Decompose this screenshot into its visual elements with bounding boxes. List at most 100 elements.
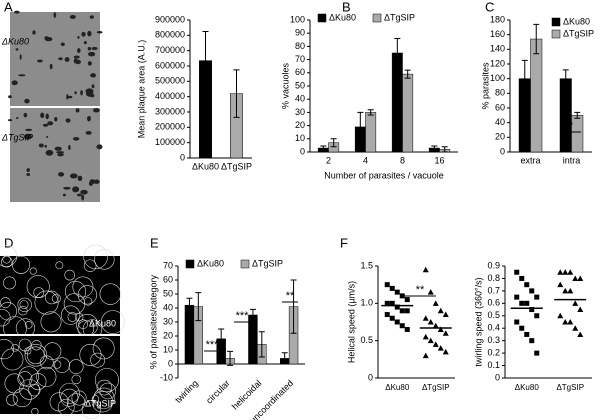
data-point: [427, 337, 434, 344]
data-point: [514, 319, 520, 325]
texture: [34, 290, 59, 315]
texture: [11, 343, 19, 352]
data-point: [389, 285, 395, 291]
y-axis-label: Mean plaque area (A.U.): [136, 40, 146, 139]
data-point: [562, 319, 569, 325]
data-point: [422, 352, 429, 359]
data-point: [577, 331, 584, 337]
y-tick-label: 0.3: [487, 335, 500, 345]
error-bar: [404, 69, 411, 79]
data-point: [557, 312, 564, 319]
texture: [56, 151, 65, 154]
texture: [55, 261, 64, 270]
y-tick-label: 0: [180, 152, 185, 162]
texture: [60, 305, 81, 325]
texture: [47, 121, 54, 126]
panel-letter: C: [485, 0, 494, 14]
data-point: [529, 338, 535, 344]
y-tick-label: 180: [490, 14, 505, 24]
y-tick-label: 0.9: [487, 260, 500, 270]
texture: [83, 259, 97, 273]
texture: [49, 63, 53, 70]
texture: [28, 383, 41, 397]
y-tick-label: 0.4: [487, 323, 500, 333]
texture: [88, 181, 93, 186]
data-point: [514, 294, 520, 300]
data-point: [577, 306, 584, 313]
texture: [54, 117, 58, 122]
data-point: [524, 300, 530, 306]
texture: [74, 312, 84, 322]
y-tick-label: 10: [295, 133, 305, 143]
data-point: [572, 275, 579, 281]
y-axis-label: twirling speed (360°/s): [473, 277, 483, 366]
texture: [99, 382, 117, 400]
texture: [60, 42, 65, 47]
bar: [559, 78, 572, 153]
texture: [60, 388, 79, 407]
texture: [71, 374, 82, 385]
texture: [91, 391, 114, 413]
data-point: [577, 275, 584, 281]
error-bar: [533, 23, 540, 55]
data-point: [394, 304, 400, 310]
texture: [72, 276, 94, 298]
y-tick-label: 100000: [155, 137, 185, 147]
texture: [1, 256, 13, 268]
texture: [83, 40, 87, 45]
texture: [64, 57, 70, 62]
error-bar: [249, 308, 256, 322]
texture: [77, 285, 97, 305]
texture: [12, 388, 32, 408]
data-point: [399, 323, 405, 329]
data-point: [442, 330, 449, 336]
texture: [83, 297, 93, 306]
texture: [15, 48, 19, 51]
legend-label: ΔTgSIP: [563, 28, 594, 38]
texture: [7, 119, 13, 122]
texture: [45, 113, 49, 120]
texture: [54, 146, 62, 151]
panel-letter: E: [150, 235, 159, 250]
data-point: [529, 307, 535, 313]
y-tick-label: 30: [295, 107, 305, 117]
error-bar: [195, 292, 202, 322]
error-bar: [521, 59, 528, 98]
texture: [31, 340, 42, 351]
data-point: [442, 348, 449, 355]
texture: [83, 244, 108, 270]
bar: [530, 38, 543, 153]
y-tick-label: 20: [163, 330, 173, 340]
y-tick-label: 0.7: [487, 285, 500, 295]
error-bar: [562, 69, 569, 88]
texture: [24, 98, 30, 104]
y-tick-label: 400000: [155, 91, 185, 101]
texture: [53, 12, 57, 18]
texture: [37, 59, 43, 63]
texture: [96, 144, 103, 150]
texture: [77, 35, 80, 39]
texture: [67, 95, 73, 99]
texture: [73, 55, 80, 59]
x-tick-label: 4: [363, 155, 368, 165]
data-point: [524, 331, 530, 337]
texture: [26, 173, 31, 176]
y-tick-label: 0.2: [487, 347, 500, 357]
y-tick-label: 0.6: [487, 298, 500, 308]
data-point: [534, 350, 540, 356]
texture: [26, 346, 45, 365]
y-tick-label: 90: [295, 28, 305, 38]
y-tick-label: 70: [163, 260, 173, 270]
y-tick-label: 100: [290, 14, 305, 24]
texture: [91, 395, 100, 403]
texture: [74, 91, 77, 95]
y-tick-label: 800000: [155, 30, 185, 40]
texture: [2, 255, 11, 264]
data-point: [389, 300, 395, 306]
texture: [87, 46, 92, 51]
y-tick-label: 1.0: [360, 298, 373, 308]
data-point: [567, 269, 574, 275]
data-point: [514, 269, 520, 275]
image-label: ΔKu80: [1, 36, 29, 46]
texture: [26, 275, 50, 299]
